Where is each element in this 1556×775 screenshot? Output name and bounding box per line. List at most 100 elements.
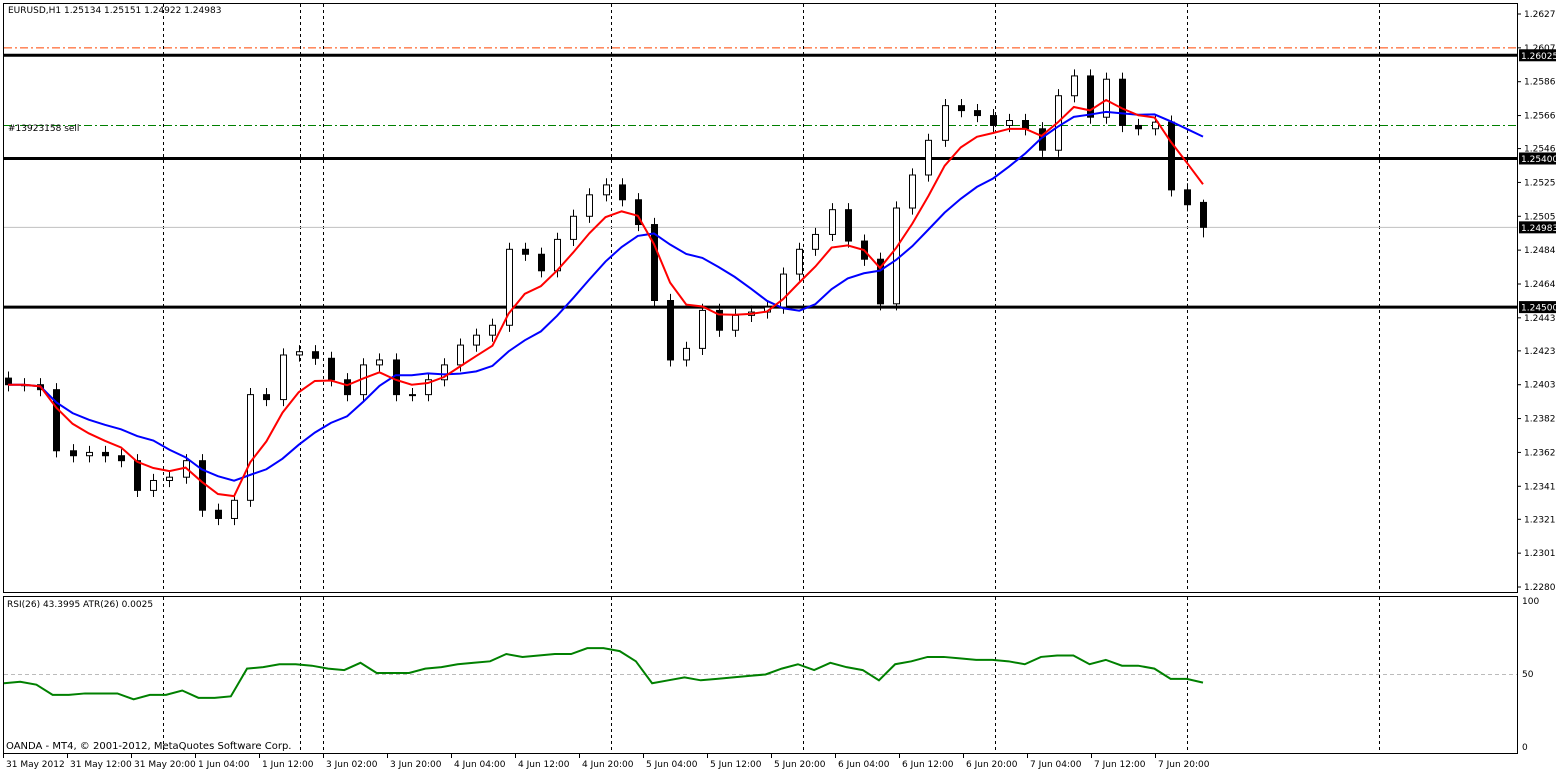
- candle: [118, 449, 125, 468]
- candle-body: [716, 309, 723, 331]
- candle-body: [699, 309, 706, 349]
- price-tick-label: 1.23825: [1524, 415, 1556, 425]
- time-tick-label: 4 Jun 20:00: [582, 760, 634, 770]
- price-tag: [1519, 152, 1556, 165]
- time-tick-label: 3 Jun 02:00: [326, 760, 378, 770]
- candle: [1184, 183, 1191, 212]
- candle: [312, 345, 319, 365]
- candle-body: [312, 351, 319, 359]
- candle: [344, 373, 351, 402]
- copyright-text: OANDA - MT4, © 2001-2012, MetaQuotes Sof…: [6, 741, 291, 752]
- candle: [990, 108, 997, 133]
- price-tick-label: 1.26070: [1524, 44, 1556, 54]
- candle: [909, 168, 916, 215]
- time-tick-label: 6 Jun 04:00: [838, 760, 890, 770]
- candle: [522, 242, 529, 261]
- candle-body: [845, 209, 852, 242]
- candle: [812, 227, 819, 256]
- candle-body: [942, 105, 949, 141]
- time-axis: 31 May 2012 31 May 12:00 31 May 20:00 1 Jun…: [3, 754, 1210, 770]
- time-tick-label: 31 May 20:00: [134, 760, 196, 770]
- candle-body: [231, 499, 238, 519]
- candle: [506, 242, 513, 332]
- time-tick-label: 31 May 2012: [6, 760, 65, 770]
- candle: [215, 503, 222, 526]
- candle: [393, 353, 400, 402]
- price-tick-label: 1.24235: [1524, 347, 1556, 357]
- price-tag: [1519, 221, 1556, 234]
- candle-body: [1006, 120, 1013, 126]
- candle: [699, 303, 706, 355]
- candle-body: [409, 394, 416, 397]
- slow-moving-average-line: [8, 110, 1204, 482]
- candle: [473, 328, 480, 352]
- price-tick-label: 1.26275: [1524, 10, 1556, 20]
- candle: [166, 470, 173, 488]
- candle: [586, 188, 593, 223]
- candle: [619, 178, 626, 207]
- candle-body: [166, 476, 173, 481]
- candle: [651, 217, 658, 308]
- candle-body: [328, 357, 335, 381]
- candle: [845, 203, 852, 248]
- candle-body: [974, 110, 981, 117]
- candle-body: [441, 364, 448, 381]
- rsi-line: [3, 647, 1204, 701]
- price-tags: 1.26025 1.25400 1.24500 1.24983: [1519, 49, 1556, 314]
- rsi-tick-label: 50: [1522, 670, 1534, 680]
- candle: [231, 493, 238, 526]
- main-price-panel[interactable]: [3, 3, 1518, 593]
- candle: [489, 318, 496, 342]
- candle-body: [134, 460, 141, 491]
- candle: [538, 247, 545, 278]
- price-tick-label: 1.25660: [1524, 112, 1556, 122]
- candle: [280, 348, 287, 407]
- order-label[interactable]: #13923158 sell: [8, 124, 79, 134]
- candle: [86, 445, 93, 463]
- candle-body: [489, 324, 496, 336]
- price-tag-label: 1.26025: [1521, 52, 1556, 62]
- candle: [1200, 199, 1207, 238]
- candle-body: [667, 300, 674, 361]
- candle: [958, 99, 965, 118]
- time-tick-label: 31 May 12:00: [70, 760, 132, 770]
- candle: [1071, 69, 1078, 103]
- candle-body: [344, 379, 351, 396]
- candle-body: [215, 509, 222, 519]
- candle-body: [1200, 201, 1207, 228]
- candle-body: [457, 344, 464, 366]
- candle: [716, 303, 723, 337]
- candle-body: [473, 334, 480, 346]
- rsi-tick-label: 100: [1522, 597, 1539, 607]
- candle: [150, 473, 157, 498]
- time-tick-label: 7 Jun 20:00: [1158, 760, 1210, 770]
- candle-body: [570, 215, 577, 240]
- candle: [925, 133, 932, 182]
- candle-body: [296, 351, 303, 356]
- candle-body: [958, 105, 965, 112]
- candle-body: [1103, 78, 1110, 118]
- time-tick-label: 6 Jun 20:00: [966, 760, 1018, 770]
- candle: [683, 341, 690, 367]
- time-tick-label: 5 Jun 12:00: [710, 760, 762, 770]
- candle: [263, 388, 270, 407]
- candle-body: [263, 394, 270, 401]
- candle-body: [86, 451, 93, 457]
- candle: [796, 242, 803, 281]
- price-tag: [1519, 49, 1556, 62]
- price-tick-label: 1.24845: [1524, 246, 1556, 256]
- candle-body: [619, 184, 626, 201]
- candle: [102, 445, 109, 463]
- candle-body: [732, 314, 739, 331]
- candle: [829, 203, 836, 242]
- price-tag-label: 1.24500: [1521, 304, 1556, 314]
- candle: [893, 201, 900, 311]
- price-tick-label: 1.25255: [1524, 178, 1556, 188]
- candle-body: [925, 139, 932, 176]
- candle-body: [554, 238, 561, 272]
- price-tick-label: 1.24435: [1524, 314, 1556, 324]
- candle: [296, 345, 303, 362]
- price-tick-label: 1.23620: [1524, 448, 1556, 458]
- candle-body: [118, 455, 125, 462]
